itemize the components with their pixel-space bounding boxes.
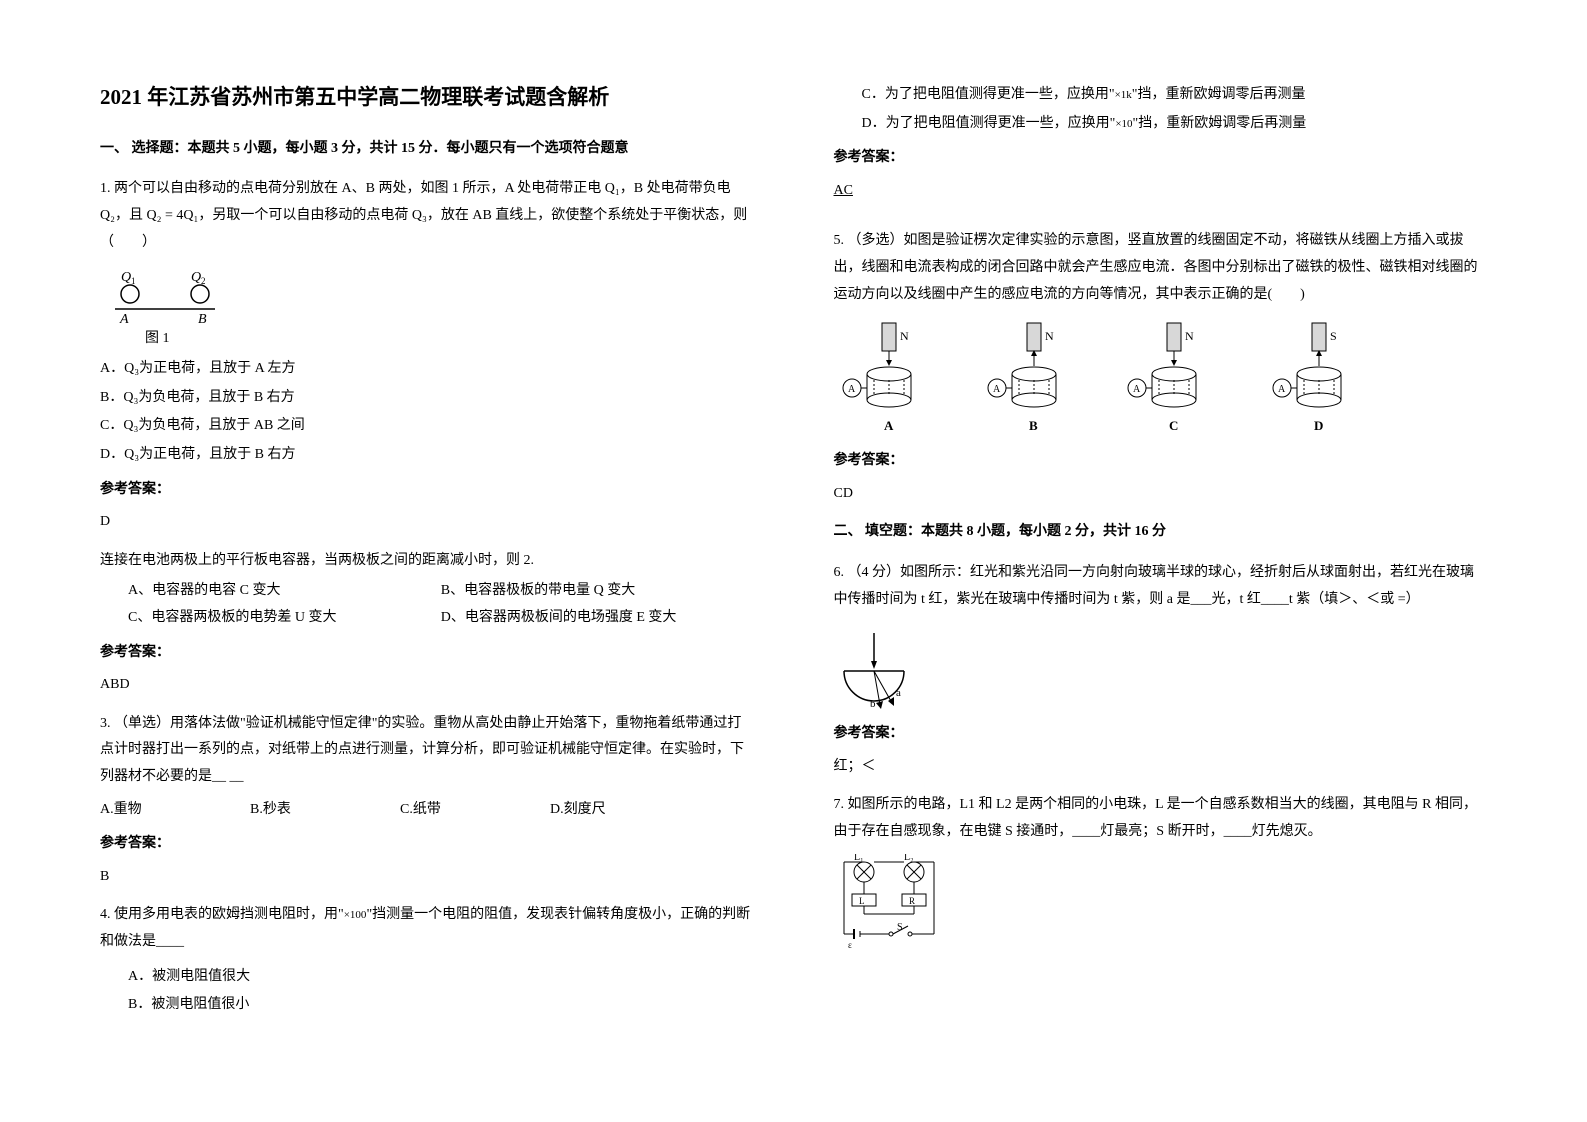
- question-2: 连接在电池两极上的平行板电容器，当两极板之间的距离减小时，则 2. A、电容器的…: [100, 548, 754, 699]
- q7-figure: L₁ L₂ L R ε: [834, 854, 1488, 954]
- q2-answer-label: 参考答案：: [100, 640, 754, 667]
- q3-answer: B: [100, 864, 754, 891]
- q4-options-right: C．为了把电阻值测得更准一些，应换用"×1k"挡，重新欧姆调零后再测量 D．为了…: [834, 82, 1488, 137]
- svg-text:N: N: [900, 329, 909, 343]
- q1-answer: D: [100, 509, 754, 536]
- q3-optA: A.重物: [100, 797, 250, 824]
- question-3: 3. （单选）用落体法做"验证机械能守恒定律"的实验。重物从高处由静止开始落下，…: [100, 711, 754, 891]
- q4-optD: D．为了把电阻值测得更准一些，应换用"×10"挡，重新欧姆调零后再测量: [862, 111, 1488, 138]
- q5-answer-label: 参考答案：: [834, 448, 1488, 475]
- svg-text:2: 2: [201, 276, 206, 286]
- svg-text:A: A: [993, 384, 1001, 395]
- q6-text: 6. （4 分）如图所示：红光和紫光沿同一方向射向玻璃半球的球心，经折射后从球面…: [834, 560, 1488, 613]
- q5-answer: CD: [834, 481, 1488, 508]
- question-6: 6. （4 分）如图所示：红光和紫光沿同一方向射向玻璃半球的球心，经折射后从球面…: [834, 560, 1488, 780]
- svg-text:B: B: [198, 312, 207, 327]
- q2-optD: D、电容器两极板间的电场强度 E 变大: [441, 605, 754, 632]
- q3-optB: B.秒表: [250, 797, 400, 824]
- q4-optD-a: D．为了把电阻值测得更准一些，应换用": [862, 116, 1116, 131]
- svg-text:A: A: [1133, 384, 1141, 395]
- svg-text:S: S: [897, 922, 903, 933]
- svg-text:A: A: [119, 312, 129, 327]
- svg-text:A: A: [848, 384, 856, 395]
- q4-optC-a: C．为了把电阻值测得更准一些，应换用": [862, 87, 1115, 102]
- q4-scaleD: ×10: [1115, 118, 1132, 130]
- exam-title: 2021 年江苏省苏州市第五中学高二物理联考试题含解析: [100, 78, 754, 118]
- q4-answer-label: 参考答案：: [834, 145, 1488, 172]
- svg-text:B: B: [1029, 418, 1038, 433]
- svg-text:ε: ε: [848, 940, 852, 950]
- svg-text:D: D: [1314, 418, 1323, 433]
- q6-answer: 红；＜: [834, 754, 1488, 781]
- svg-text:L₂: L₂: [904, 854, 914, 863]
- question-1: 1. 两个可以自由移动的点电荷分别放在 A、B 两处，如图 1 所示，A 处电荷…: [100, 176, 754, 535]
- q3-text: 3. （单选）用落体法做"验证机械能守恒定律"的实验。重物从高处由静止开始落下，…: [100, 711, 754, 791]
- svg-text:S: S: [1330, 329, 1337, 343]
- q3-options: A.重物 B.秒表 C.纸带 D.刻度尺: [100, 797, 754, 824]
- svg-text:a: a: [896, 687, 901, 699]
- q4-optB: B．被测电阻值很小: [128, 992, 754, 1019]
- q1-fig-label: 图 1: [145, 331, 170, 346]
- svg-text:N: N: [1045, 329, 1054, 343]
- svg-text:b: b: [870, 698, 876, 710]
- q4-answer: AC: [834, 178, 853, 205]
- svg-text:A: A: [884, 418, 894, 433]
- q1-optA: A．Q₃为正电荷，且放于 A 左方: [100, 356, 754, 383]
- section-2-header: 二、 填空题：本题共 8 小题，每小题 2 分，共计 16 分: [834, 519, 1488, 546]
- q1-answer-label: 参考答案：: [100, 477, 754, 504]
- q2-optB: B、电容器极板的带电量 Q 变大: [441, 578, 754, 605]
- q4-scaleC: ×1k: [1115, 89, 1132, 101]
- q2-options: A、电容器的电容 C 变大 B、电容器极板的带电量 Q 变大 C、电容器两极板的…: [100, 578, 754, 631]
- question-4-cont: C．为了把电阻值测得更准一些，应换用"×1k"挡，重新欧姆调零后再测量 D．为了…: [834, 82, 1488, 216]
- q5-figure: N A A N: [834, 318, 1488, 438]
- q4-scale1: ×100: [344, 909, 367, 921]
- q4-optA: A．被测电阻值很大: [128, 964, 754, 991]
- q4-text: 4. 使用多用电表的欧姆挡测电阻时，用"×100"挡测量一个电阻的阻值，发现表针…: [100, 902, 754, 955]
- q4-optC-b: "挡，重新欧姆调零后再测量: [1132, 87, 1306, 102]
- svg-text:Q: Q: [121, 270, 131, 285]
- q6-figure: a b: [834, 631, 1488, 711]
- section-1-header: 一、 选择题：本题共 5 小题，每小题 3 分，共计 15 分．每小题只有一个选…: [100, 136, 754, 163]
- q1-optB: B．Q₃为负电荷，且放于 B 右方: [100, 385, 754, 412]
- svg-text:R: R: [909, 896, 915, 906]
- q5-text: 5. （多选）如图是验证楞次定律实验的示意图，竖直放置的线圈固定不动，将磁铁从线…: [834, 228, 1488, 308]
- svg-text:Q: Q: [191, 270, 201, 285]
- right-column: C．为了把电阻值测得更准一些，应换用"×1k"挡，重新欧姆调零后再测量 D．为了…: [834, 78, 1488, 1044]
- svg-text:C: C: [1169, 418, 1178, 433]
- left-column: 2021 年江苏省苏州市第五中学高二物理联考试题含解析 一、 选择题：本题共 5…: [100, 78, 754, 1044]
- svg-text:A: A: [1278, 384, 1286, 395]
- q3-answer-label: 参考答案：: [100, 831, 754, 858]
- q2-intro: 连接在电池两极上的平行板电容器，当两极板之间的距离减小时，则 2.: [100, 548, 754, 575]
- q3-optD: D.刻度尺: [550, 797, 700, 824]
- q4-text-a: 4. 使用多用电表的欧姆挡测电阻时，用": [100, 907, 344, 922]
- q4-optC: C．为了把电阻值测得更准一些，应换用"×1k"挡，重新欧姆调零后再测量: [862, 82, 1488, 109]
- q2-optA: A、电容器的电容 C 变大: [128, 578, 441, 605]
- q1-optC: C．Q₃为负电荷，且放于 AB 之间: [100, 413, 754, 440]
- q1-text: 1. 两个可以自由移动的点电荷分别放在 A、B 两处，如图 1 所示，A 处电荷…: [100, 176, 754, 256]
- question-4: 4. 使用多用电表的欧姆挡测电阻时，用"×100"挡测量一个电阻的阻值，发现表针…: [100, 902, 754, 1018]
- q7-text: 7. 如图所示的电路，L1 和 L2 是两个相同的小电珠，L 是一个自感系数相当…: [834, 792, 1488, 845]
- q3-optC: C.纸带: [400, 797, 550, 824]
- q1-optD: D．Q₃为正电荷，且放于 B 右方: [100, 442, 754, 469]
- q6-answer-label: 参考答案：: [834, 721, 1488, 748]
- question-5: 5. （多选）如图是验证楞次定律实验的示意图，竖直放置的线圈固定不动，将磁铁从线…: [834, 228, 1488, 507]
- q1-figure: Q1 Q2 A B 图 1: [100, 266, 754, 346]
- svg-text:L: L: [859, 896, 865, 906]
- svg-text:1: 1: [131, 276, 136, 286]
- q4-options-left: A．被测电阻值很大 B．被测电阻值很小: [100, 964, 754, 1019]
- question-7: 7. 如图所示的电路，L1 和 L2 是两个相同的小电珠，L 是一个自感系数相当…: [834, 792, 1488, 953]
- q2-optC: C、电容器两极板的电势差 U 变大: [128, 605, 441, 632]
- q1-options: A．Q₃为正电荷，且放于 A 左方 B．Q₃为负电荷，且放于 B 右方 C．Q₃…: [100, 356, 754, 468]
- svg-text:N: N: [1185, 329, 1194, 343]
- q4-optD-b: "挡，重新欧姆调零后再测量: [1133, 116, 1307, 131]
- q2-answer: ABD: [100, 672, 754, 699]
